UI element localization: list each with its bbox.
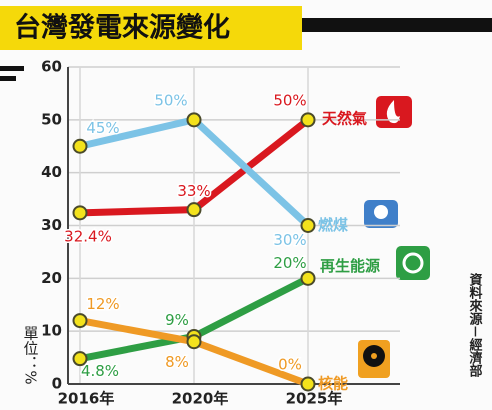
y-tick-label: 60 [41,58,62,76]
value-label: 30% [273,231,306,249]
x-tick-label: 2016年 [58,390,115,408]
point-marker [186,112,202,128]
decor [0,76,16,81]
value-label: 50% [154,91,187,109]
point-marker [300,218,316,233]
value-label: 0% [278,356,302,374]
point-marker [72,205,88,221]
value-label: 33% [177,182,210,200]
value-label: 12% [86,295,119,313]
y-tick-label: 10 [41,322,62,340]
value-label: 20% [273,254,306,272]
y-axis-label: 單位：% [22,325,40,384]
point-marker [72,138,88,154]
legend-label: 燃煤 [318,216,348,234]
y-tick-label: 40 [41,163,62,181]
point-marker [186,202,202,218]
point-marker [300,112,316,128]
x-tick-label: 2020年 [172,390,229,408]
point-marker [72,351,88,367]
value-label: 50% [273,91,306,109]
renewable-icon [396,246,430,280]
nuclear-icon [358,340,390,378]
point-marker [300,270,316,286]
gas-icon [376,96,412,128]
value-label: 32.4% [64,227,112,245]
value-label: 9% [165,311,189,329]
decor [0,66,24,71]
legend-label: 核能 [318,375,348,393]
point-marker [72,313,88,329]
legend-label: 再生能源 [320,257,380,275]
y-tick-label: 0 [52,375,62,393]
coal-icon [364,200,398,228]
y-tick-label: 50 [41,110,62,128]
point-marker [186,334,202,350]
title-box [0,6,302,50]
y-tick-label: 30 [41,216,62,234]
value-label: 4.8% [81,362,119,380]
y-tick-label: 20 [41,269,62,287]
point-marker [300,376,316,392]
value-label: 8% [165,353,189,371]
source-note: 資料來源－經濟部 [467,272,483,378]
chart-title: 台灣發電來源變化 [14,12,230,44]
legend-label: 天然氣 [322,109,367,127]
x-tick-label: 2025年 [286,390,343,408]
value-label: 45% [86,119,119,137]
